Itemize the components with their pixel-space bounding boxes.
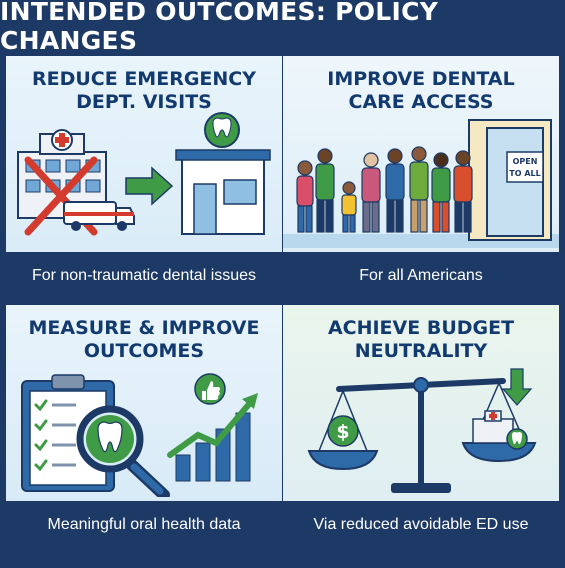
svg-text:$: $ [336,421,349,443]
panel-heading: REDUCE EMERGENCY DEPT. VISITS [6,68,282,114]
panel-heading: MEASURE & IMPROVE OUTCOMES [6,317,282,363]
panel-heading-line1: IMPROVE DENTAL [327,68,515,90]
hospital-to-dental-office-icon [17,112,271,236]
panel-heading-line1: MEASURE & IMPROVE [28,317,260,339]
panel-heading: IMPROVE DENTAL CARE ACCESS [283,68,559,114]
door-sign-line2: TO ALL [509,169,540,178]
panel-caption: For non-traumatic dental issues [6,252,282,300]
door-sign-line1: OPEN [513,157,538,166]
page-title: INTENDED OUTCOMES: POLICY CHANGES [0,0,439,55]
panel-budget-neutrality: $ ACHIEVE BUDGET NEUTRALITY Via reduced … [283,305,559,549]
panel-heading-line2: DEPT. VISITS [76,91,212,113]
panel-heading-line2: NEUTRALITY [354,340,488,362]
title-bar: INTENDED OUTCOMES: POLICY CHANGES [0,0,565,55]
panel-heading-line2: CARE ACCESS [348,91,494,113]
panel-heading: ACHIEVE BUDGET NEUTRALITY [283,317,559,363]
panel-caption: For all Americans [283,252,559,300]
balance-scale-icon: $ [307,368,537,493]
panel-improve-access: OPEN TO ALL IMPROVE DENTAL CARE ACCESS F… [283,56,559,300]
panel-heading-line1: ACHIEVE BUDGET [327,317,515,339]
panel-heading-line1: REDUCE EMERGENCY [31,68,257,90]
panel-measure-outcomes: MEASURE & IMPROVE OUTCOMES Meaningful or… [6,305,282,549]
people-entering-door-icon: OPEN TO ALL [283,119,559,248]
panel-caption: Meaningful oral health data [6,501,282,549]
clipboard-magnifier-chart-icon [21,373,258,497]
panel-reduce-ed-visits: REDUCE EMERGENCY DEPT. VISITS For non-tr… [6,56,282,300]
panel-heading-line2: OUTCOMES [83,340,205,362]
panel-caption: Via reduced avoidable ED use [283,501,559,549]
